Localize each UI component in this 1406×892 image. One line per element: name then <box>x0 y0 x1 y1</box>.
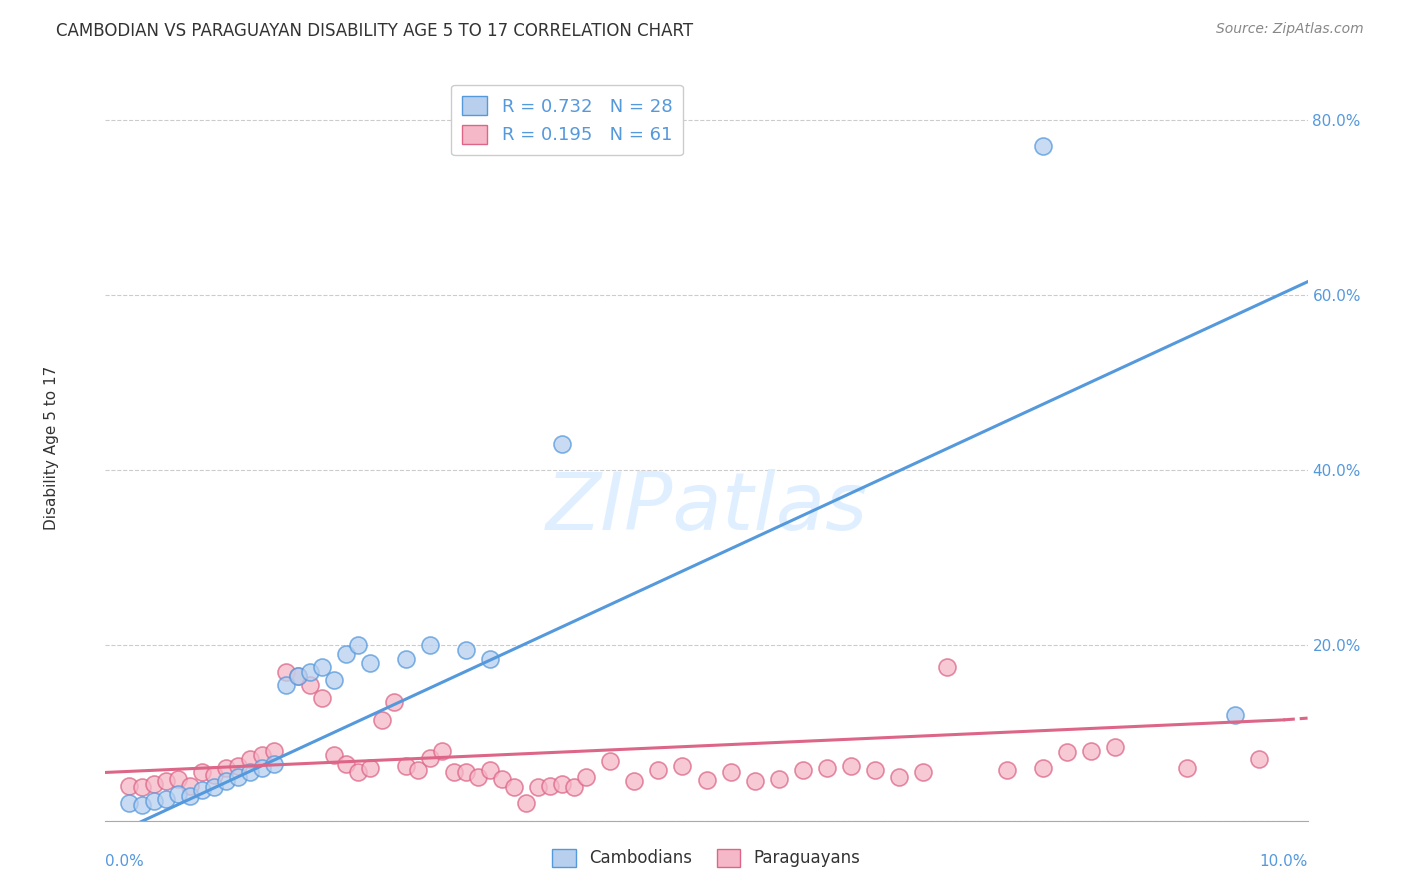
Point <box>179 789 201 803</box>
Point <box>768 772 790 786</box>
Point <box>347 639 370 653</box>
Point <box>359 656 381 670</box>
Point <box>118 779 141 793</box>
Point <box>575 770 598 784</box>
Point <box>815 761 838 775</box>
Point <box>744 774 766 789</box>
Point <box>887 770 910 784</box>
Point <box>250 761 273 775</box>
Point <box>298 665 321 679</box>
Text: Source: ZipAtlas.com: Source: ZipAtlas.com <box>1216 22 1364 37</box>
Point <box>479 763 502 777</box>
Point <box>599 754 621 768</box>
Point <box>1032 761 1054 775</box>
Point <box>1056 745 1078 759</box>
Point <box>239 765 262 780</box>
Point <box>936 660 959 674</box>
Point <box>671 759 693 773</box>
Point <box>382 695 405 709</box>
Point <box>395 759 418 773</box>
Point <box>263 756 285 771</box>
Text: ZIPatlas: ZIPatlas <box>546 469 868 547</box>
Point <box>311 660 333 674</box>
Point <box>166 772 188 786</box>
Point <box>239 752 262 766</box>
Text: 0.0%: 0.0% <box>105 855 145 869</box>
Point <box>430 743 453 757</box>
Point <box>322 673 344 688</box>
Point <box>322 747 344 762</box>
Point <box>155 774 177 789</box>
Point <box>419 639 441 653</box>
Point <box>142 794 165 808</box>
Point <box>696 773 718 788</box>
Point <box>839 759 862 773</box>
Point <box>250 747 273 762</box>
Point <box>538 779 561 793</box>
Text: Disability Age 5 to 17: Disability Age 5 to 17 <box>44 366 59 531</box>
Point <box>155 791 177 805</box>
Point <box>142 777 165 791</box>
Point <box>274 678 297 692</box>
Point <box>214 774 236 789</box>
Point <box>551 437 574 451</box>
Point <box>454 642 477 657</box>
Point <box>720 765 742 780</box>
Point <box>335 756 357 771</box>
Point <box>515 796 537 810</box>
Point <box>131 780 153 795</box>
Legend: Cambodians, Paraguayans: Cambodians, Paraguayans <box>544 840 869 876</box>
Point <box>911 765 934 780</box>
Point <box>226 770 249 784</box>
Point <box>395 651 418 665</box>
Point <box>419 750 441 764</box>
Point <box>1080 743 1102 757</box>
Point <box>287 669 309 683</box>
Point <box>347 765 370 780</box>
Point <box>131 797 153 812</box>
Text: CAMBODIAN VS PARAGUAYAN DISABILITY AGE 5 TO 17 CORRELATION CHART: CAMBODIAN VS PARAGUAYAN DISABILITY AGE 5… <box>56 22 693 40</box>
Point <box>623 774 645 789</box>
Point <box>335 647 357 661</box>
Point <box>863 763 886 777</box>
Point <box>562 780 585 795</box>
Point <box>1225 708 1247 723</box>
Point <box>443 765 465 780</box>
Point <box>166 788 188 802</box>
Point <box>454 765 477 780</box>
Point <box>995 763 1018 777</box>
Point <box>527 780 550 795</box>
Point <box>274 665 297 679</box>
Point <box>371 713 394 727</box>
Point <box>551 777 574 791</box>
Point <box>1175 761 1198 775</box>
Point <box>479 651 502 665</box>
Point <box>647 763 669 777</box>
Point <box>406 763 429 777</box>
Point <box>179 779 201 793</box>
Point <box>298 678 321 692</box>
Point <box>311 690 333 705</box>
Point <box>1104 739 1126 754</box>
Point <box>202 780 225 795</box>
Point <box>491 772 513 786</box>
Text: 10.0%: 10.0% <box>1260 855 1308 869</box>
Point <box>359 761 381 775</box>
Point <box>214 761 236 775</box>
Point <box>1032 139 1054 153</box>
Point <box>226 759 249 773</box>
Point <box>792 763 814 777</box>
Point <box>1249 752 1271 766</box>
Point <box>190 765 212 780</box>
Point <box>190 783 212 797</box>
Point <box>118 796 141 810</box>
Point <box>202 768 225 782</box>
Point <box>503 780 526 795</box>
Point <box>263 743 285 757</box>
Point <box>467 770 489 784</box>
Point <box>287 669 309 683</box>
